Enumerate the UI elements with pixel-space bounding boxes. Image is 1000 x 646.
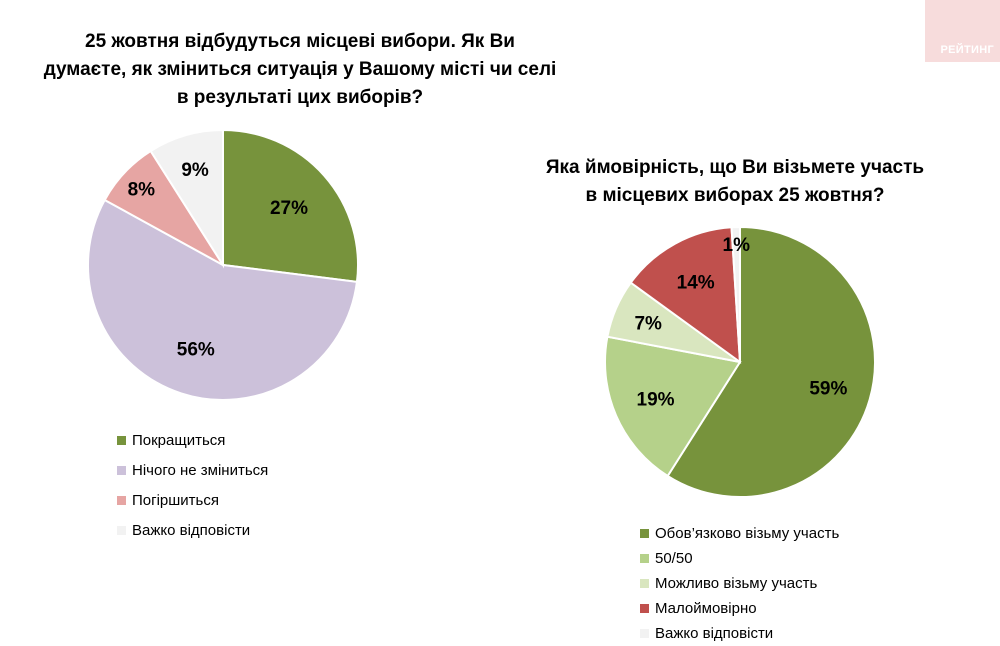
chart-2-data-label-1: 19% [637,390,675,411]
chart-1-legend-item: Важко відповісти [117,515,268,545]
chart-2-title-line: Яка ймовірність, що Ви візьмете участь [545,157,925,178]
chart-2-title-line: в місцевих виборах 25 жовтня? [585,185,885,206]
chart-1-legend-label: Погіршиться [132,491,219,509]
chart-2-legend-item: Важко відповісти [640,621,839,646]
chart-1-legend-swatch [117,525,126,535]
chart-2-slice-3 [629,226,742,365]
chart-2-data-label-0: 59% [809,379,847,400]
chart-1-data-label-0: 27% [270,198,308,219]
chart-2-legend-swatch [640,629,649,638]
chart-1-data-label-1: 56% [177,340,215,361]
chart-2-legend-label: Важко відповісти [655,625,774,642]
chart-2-legend-item: 50/50 [640,546,839,571]
chart-2-legend-swatch [640,529,649,538]
chart-2-data-label-3: 14% [677,272,715,293]
chart-2-legend-swatch [640,579,649,588]
chart-1-legend-item: Нічого не зміниться [117,455,268,485]
chart-1-title-line: в результаті цих виборів? [176,87,424,108]
chart-1-legend-label: Нічого не зміниться [132,461,269,479]
chart-2-slice-1 [604,335,742,478]
chart-1-title-line: думаєте, як зміниться ситуація у Вашому … [43,59,557,80]
chart-2-legend-item: Обов’язково візьму участь [640,521,839,546]
legend-election-change: Покращиться Нічого не зміниться Погіршитьс… [117,425,268,545]
chart-2-legend-swatch [640,554,649,563]
brand-label: РЕЙТИНГ [940,44,994,56]
chart-2-data-label-2: 7% [634,313,662,334]
chart-2-legend-label: Обов’язково візьму участь [655,525,840,542]
chart-2-slice-4 [730,225,741,363]
chart-1-legend-item: Погіршиться [117,485,268,515]
chart-1-slice-3 [149,128,224,269]
chart-2-title: Яка ймовірність, що Ви візьмете участь в… [520,154,950,210]
chart-1-slice-1 [87,198,359,401]
chart-1-legend-label: Покращиться [132,431,226,449]
chart-2-data-label-4: 1% [723,235,751,256]
chart-1-data-label-3: 9% [181,160,209,181]
chart-1-data-label-2: 8% [128,179,156,200]
chart-2-legend-label: 50/50 [655,550,693,567]
chart-1-legend-item: Покращиться [117,425,268,455]
chart-1-legend-swatch [117,435,126,445]
chart-2-legend-label: Малоймовірно [655,600,757,617]
chart-2-legend-label: Можливо візьму участь [655,575,818,592]
chart-1-legend-label: Важко відповісти [132,521,251,539]
legend-participation: Обов’язково візьму участь 50/50 Можливо ві… [640,521,839,646]
chart-1-title: 25 жовтня відбудуться місцеві вибори. Як… [20,28,580,112]
pie-chart-participation: 59% 19% 7% 14% 1% [604,225,876,498]
chart-2-legend-item: Можливо візьму участь [640,571,839,596]
chart-2-legend-item: Малоймовірно [640,596,839,621]
chart-1-legend-swatch [117,495,126,505]
chart-2-slice-0 [666,225,876,498]
brand-logo: РЕЙТИНГ [925,0,1000,62]
chart-1-legend-swatch [117,465,126,475]
chart-2-legend-swatch [640,604,649,613]
chart-1-title-line: 25 жовтня відбудуться місцеві вибори. Як… [85,31,515,52]
chart-1-slice-0 [222,128,359,284]
pie-chart-election-change: 27% 56% 8% 9% [87,128,359,401]
